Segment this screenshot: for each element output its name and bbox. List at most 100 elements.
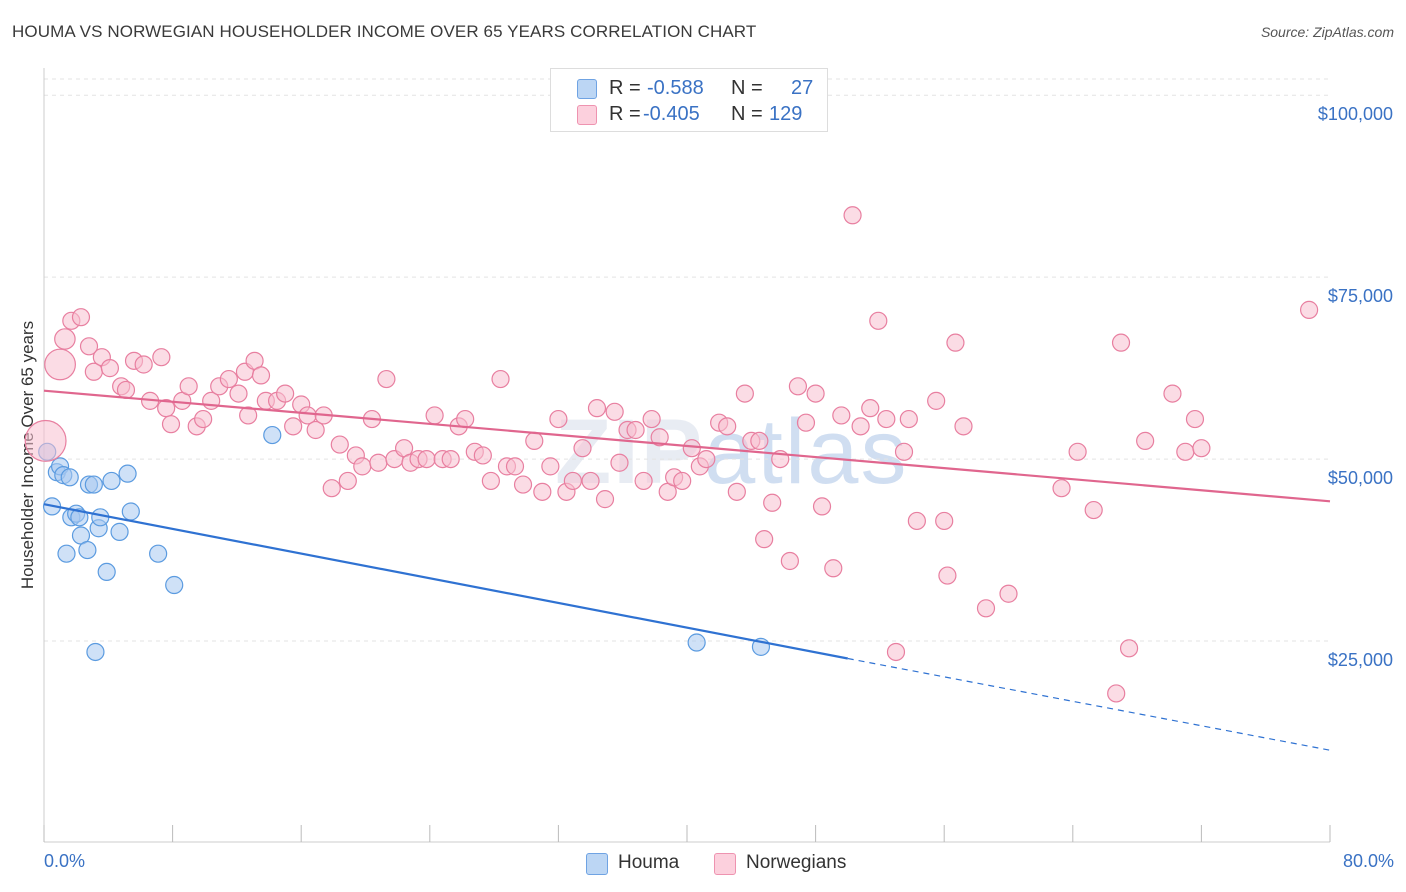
y-tick-label: $25,000 [1328,650,1393,670]
norwegians-point [626,420,645,440]
source-note: Source: ZipAtlas.com [1260,24,1394,40]
norwegians-point [812,497,832,516]
norwegians-point [727,482,746,501]
norwegians-point [161,415,181,434]
norwegians-point [832,406,851,425]
norwegians-r-label: R = [609,103,641,125]
norwegians-point [1163,384,1182,403]
norwegians-point [954,417,973,436]
norwegians-point [718,417,737,436]
houma-r-label: R = [609,77,641,99]
y-tick-label: $50,000 [1328,468,1393,488]
norwegians-point [697,449,716,469]
norwegians-point [71,308,91,327]
x-axis-max-label: 80.0% [1342,851,1394,871]
norwegians-point [1185,409,1205,429]
norwegians-point [894,442,914,461]
houma-point [110,522,129,541]
norwegians-point [284,417,303,436]
norwegians-point [1111,333,1131,352]
norwegians-point [239,406,258,425]
norwegians-point [417,449,436,469]
norwegians-point [229,384,248,403]
norwegians-point [116,380,136,400]
houma-point [263,425,282,445]
norwegians-point [533,482,552,501]
norwegians-point [306,420,325,440]
norwegians-point [353,457,372,476]
bottom-houma-label: Houma [618,852,680,873]
houma-point [84,475,103,494]
houma-r-value: -0.588 [647,77,704,99]
norwegians-point [251,366,271,385]
houma-point [687,633,706,652]
norwegians-point [369,453,388,472]
correlation-legend: R = -0.588 N = 27 R = -0.405 N = 129 [550,68,828,132]
norwegians-point [976,599,996,618]
chart-title: HOUMA VS NORWEGIAN HOUSEHOLDER INCOME OV… [12,22,757,41]
norwegians-point [179,377,198,396]
norwegians-point [899,409,918,429]
norwegians-point [456,409,475,429]
norwegians-point [907,511,926,531]
norwegians-point [1068,442,1087,461]
norwegians-point [54,328,76,350]
norwegians-point [1300,300,1319,319]
bottom-norwegians-label: Norwegians [746,852,847,873]
norwegians-point [322,479,341,498]
houma-n-label: N = [731,77,763,99]
norwegians-point [513,475,533,494]
norwegians-point [194,409,213,429]
norwegians-point [935,511,954,531]
norwegians-point [276,384,295,403]
norwegians-point [24,419,67,462]
norwegians-point [673,471,692,491]
bottom-norwegians-swatch [714,853,736,875]
norwegians-point [330,435,349,454]
x-axis-min-label: 0.0% [44,851,86,871]
norwegians-point [999,584,1018,603]
houma-point [149,544,168,563]
houma-point [57,544,76,563]
houma-point [121,502,140,521]
norwegians-point [491,369,510,389]
norwegians-n-value: 129 [769,103,803,125]
norwegians-point [605,402,624,421]
norwegians-point [338,471,357,491]
norwegians-point [563,471,582,491]
norwegians-point [938,566,957,585]
norwegians-point [843,206,862,225]
houma-trend-line [43,503,848,660]
norwegians-point [581,471,600,491]
norwegians-point [806,384,825,403]
y-tick-label: $100,000 [1318,104,1393,124]
norwegians-point [79,337,99,356]
houma-point [97,562,116,582]
norwegians-r-value: -0.405 [643,103,700,125]
norwegians-point [441,449,460,469]
bottom-houma-swatch [586,853,608,875]
houma-point [70,508,89,527]
norwegians-trend-line [43,389,1331,503]
houma-point [118,464,137,483]
norwegians-point [763,493,782,512]
norwegians-point [377,369,396,389]
norwegians-point [642,409,661,429]
norwegians-point [1176,442,1195,461]
norwegians-point [100,359,120,378]
norwegians-point [869,311,888,330]
norwegians-point [587,399,607,418]
norwegians-point [1119,639,1139,658]
houma-n-value: 27 [791,77,814,99]
norwegians-point [861,399,880,418]
y-tick-label: $75,000 [1328,286,1393,306]
norwegians-point [927,391,946,410]
houma-point [102,471,121,491]
norwegians-n-label: N = [731,103,763,125]
houma-trend-extension [847,657,1331,751]
houma-point [86,642,105,662]
norwegians-point [886,642,906,662]
norwegians-point [473,446,492,465]
houma-point [78,540,97,560]
